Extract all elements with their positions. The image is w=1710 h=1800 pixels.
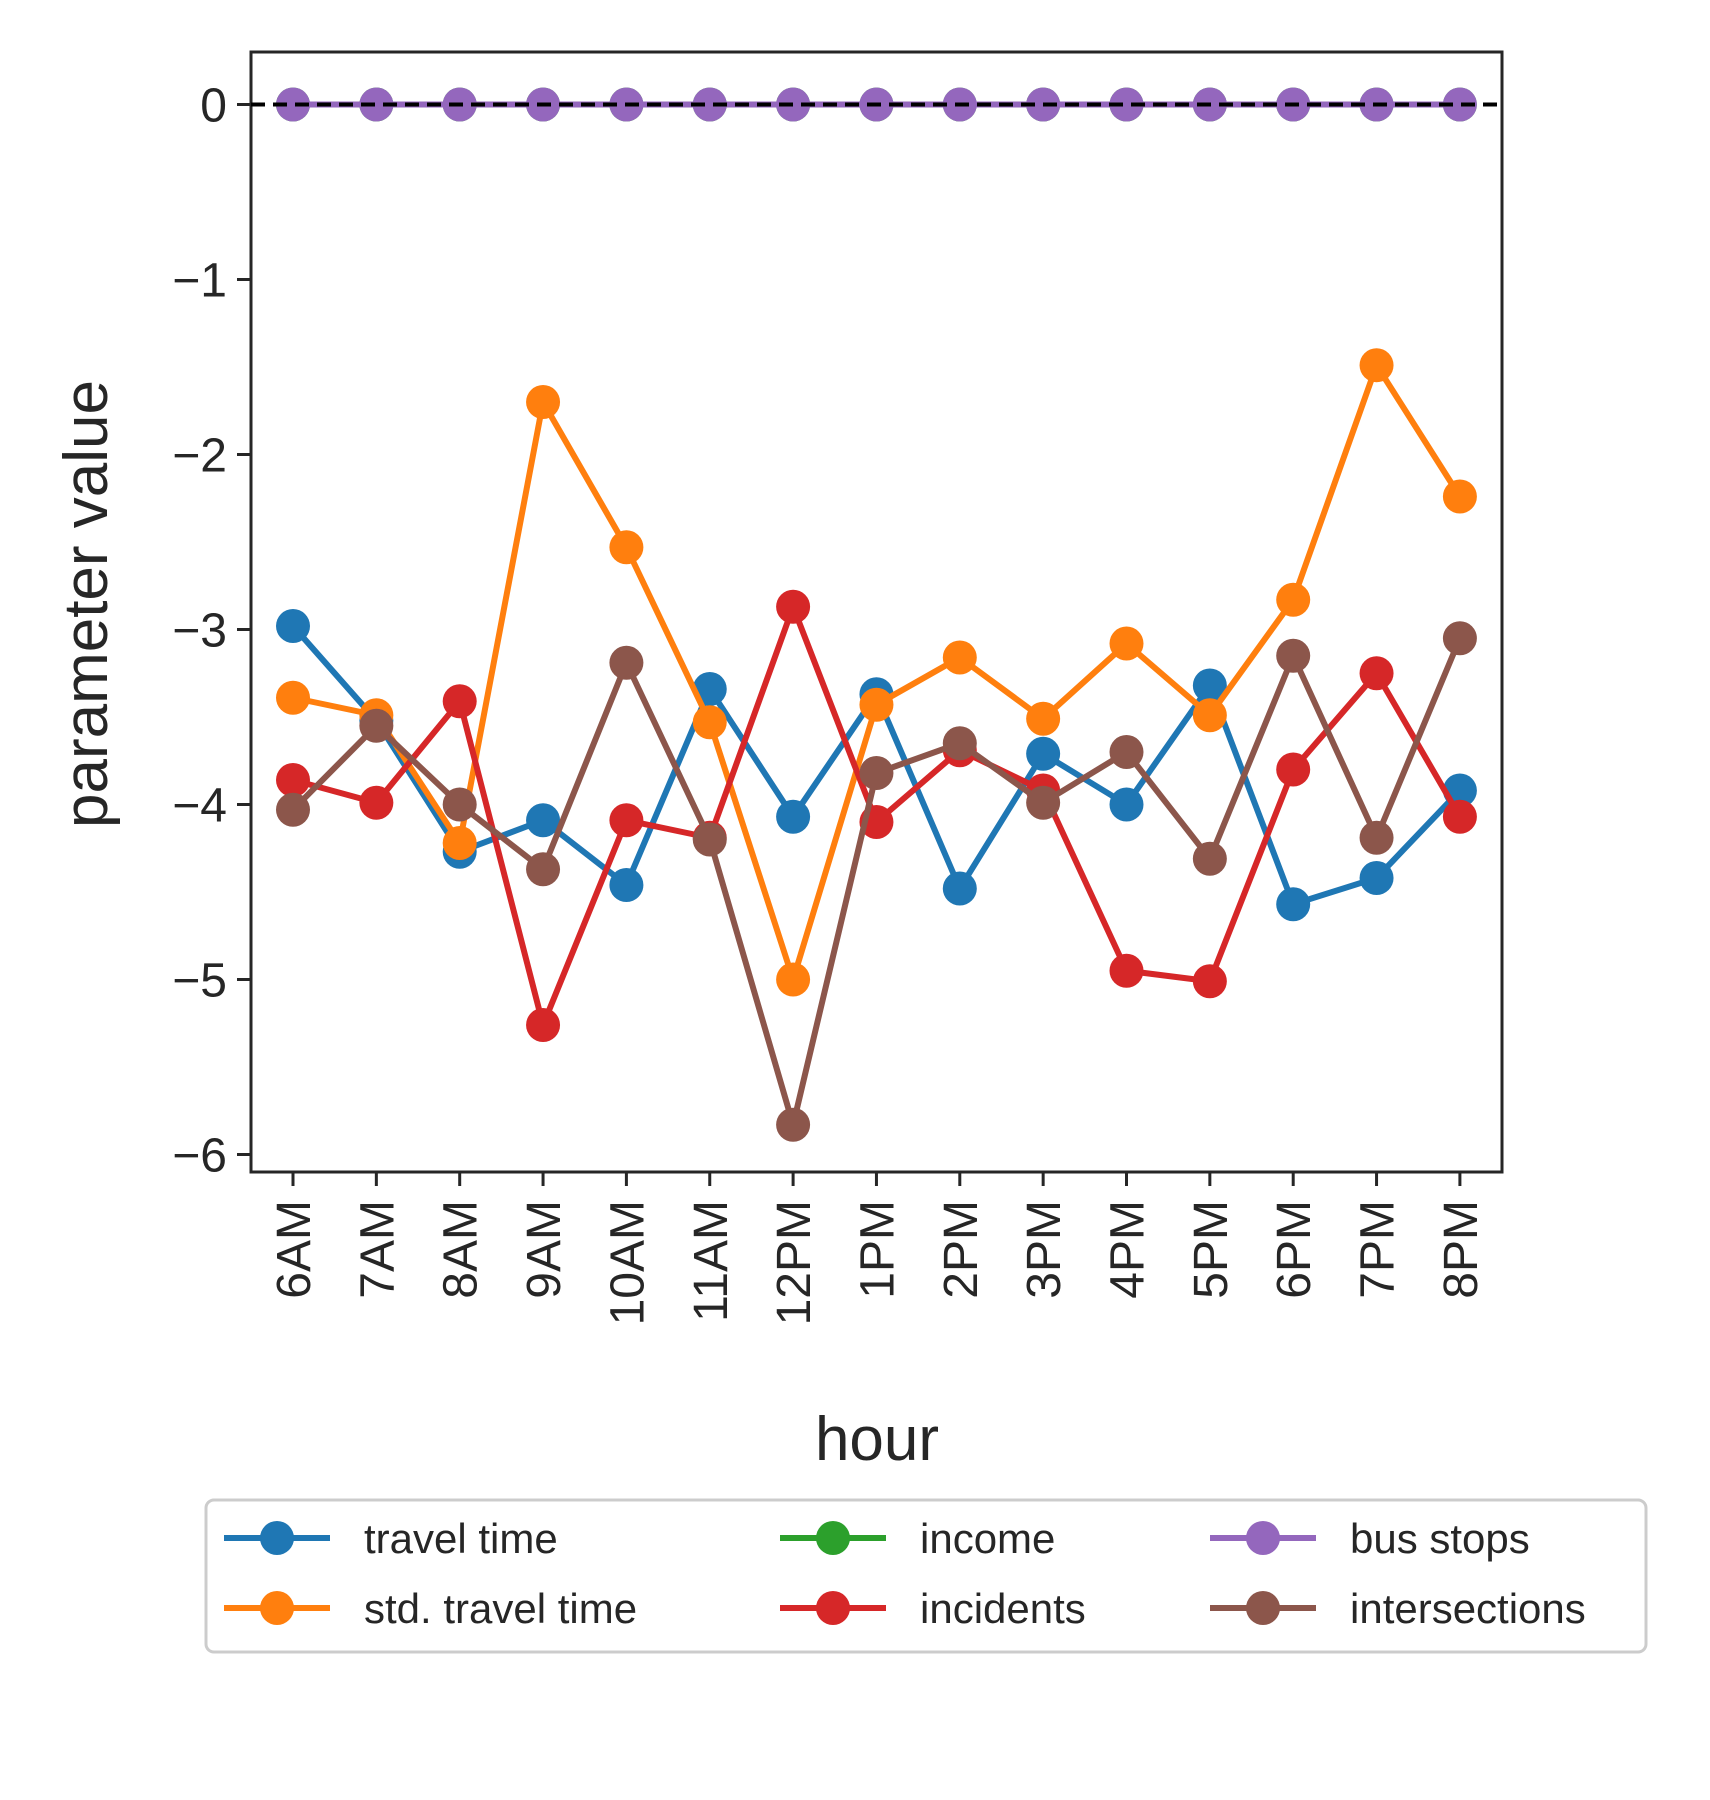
legend-marker: [1246, 1521, 1280, 1555]
data-point: [1276, 582, 1311, 617]
legend-marker: [1246, 1591, 1280, 1625]
y-tick-label: −2: [172, 430, 227, 483]
data-point: [442, 826, 477, 860]
data-point: [359, 785, 394, 820]
data-point: [776, 799, 811, 834]
data-point: [442, 787, 477, 822]
data-point: [859, 756, 894, 790]
data-point: [776, 87, 811, 122]
legend-marker: [260, 1591, 294, 1625]
data-point: [1026, 736, 1061, 771]
data-point: [1192, 668, 1227, 703]
data-point: [1026, 785, 1061, 820]
data-point: [276, 87, 310, 122]
data-point: [942, 726, 977, 761]
plot-area: [249, 50, 1504, 1174]
data-point: [776, 589, 811, 624]
data-point: [776, 1107, 811, 1142]
y-axis-title: parameter value: [52, 380, 121, 828]
data-point: [692, 87, 727, 122]
x-tick-label: 11AM: [685, 1200, 738, 1322]
data-point: [276, 680, 310, 715]
data-point: [359, 708, 394, 743]
data-point: [1276, 638, 1311, 673]
legend-label: income: [920, 1515, 1055, 1562]
y-tick-label: 0: [200, 80, 227, 133]
data-point: [1442, 87, 1477, 122]
data-point: [609, 530, 644, 565]
data-point: [1192, 698, 1227, 733]
x-tick-label: 10AM: [601, 1200, 654, 1325]
data-point: [1276, 887, 1311, 922]
data-point: [526, 1008, 561, 1042]
data-point: [1442, 621, 1477, 656]
legend-marker: [816, 1591, 850, 1625]
data-point: [609, 868, 644, 902]
legend-label: travel time: [364, 1515, 558, 1562]
x-axis-ticks: 6AM 7AM 8AM 9AM 10AM 11AM 12PM 1PM 2PM 3PM 4PM 5PM 6…: [268, 1172, 1488, 1325]
data-point: [1192, 841, 1227, 876]
data-point: [442, 684, 477, 719]
series-intersections: [276, 621, 1477, 1142]
data-point: [1026, 701, 1061, 736]
data-point: [609, 803, 644, 838]
x-axis-title: hour: [815, 1405, 939, 1474]
data-point: [776, 962, 811, 997]
x-tick-label: 9AM: [518, 1200, 571, 1299]
legend-label: std. travel time: [364, 1585, 637, 1632]
data-point: [359, 87, 394, 122]
data-point: [609, 645, 644, 680]
legend-label: intersections: [1350, 1585, 1586, 1632]
x-tick-label: 12PM: [768, 1200, 821, 1325]
data-point: [276, 763, 310, 797]
data-point: [526, 385, 561, 419]
data-point: [692, 705, 727, 740]
x-tick-label: 6PM: [1268, 1200, 1321, 1299]
x-tick-label: 2PM: [935, 1200, 988, 1299]
legend-label: bus stops: [1350, 1515, 1530, 1562]
x-tick-label: 5PM: [1185, 1200, 1238, 1299]
data-point: [1359, 861, 1394, 895]
x-tick-label: 4PM: [1102, 1200, 1155, 1299]
x-tick-label: 6AM: [268, 1200, 321, 1299]
data-point: [1192, 964, 1227, 999]
legend-label: incidents: [920, 1585, 1086, 1632]
y-tick-label: −6: [172, 1130, 227, 1183]
x-tick-label: 7AM: [351, 1200, 404, 1299]
data-point: [1109, 626, 1144, 661]
data-point: [1109, 735, 1144, 769]
y-tick-label: −3: [172, 605, 227, 658]
data-point: [276, 792, 310, 827]
plot-frame: [249, 50, 1504, 1174]
legend-marker: [260, 1521, 294, 1555]
data-point: [1276, 752, 1311, 787]
data-point: [526, 803, 561, 838]
data-point: [1359, 820, 1394, 855]
data-point: [1442, 799, 1477, 834]
data-point: [692, 822, 727, 857]
legend: travel time std. travel time income inciden…: [204, 1498, 1648, 1654]
data-point: [1109, 87, 1144, 122]
x-tick-label: 3PM: [1018, 1200, 1071, 1299]
legend-marker: [816, 1521, 850, 1555]
data-point: [526, 852, 561, 887]
data-point: [1359, 348, 1394, 383]
x-tick-label: 7PM: [1352, 1200, 1405, 1299]
y-tick-label: −5: [172, 955, 227, 1008]
data-point: [1109, 953, 1144, 988]
data-point: [1359, 656, 1394, 691]
data-point: [1442, 479, 1477, 514]
x-tick-label: 8AM: [435, 1200, 488, 1299]
data-point: [942, 640, 977, 675]
y-tick-label: −4: [172, 780, 227, 833]
data-point: [859, 687, 894, 722]
x-tick-label: 8PM: [1435, 1200, 1488, 1299]
y-axis-ticks: 0 −1 −2 −3 −4 −5 −6: [172, 80, 251, 1183]
x-tick-label: 1PM: [851, 1200, 904, 1299]
data-point: [942, 871, 977, 906]
y-tick-label: −1: [172, 255, 227, 308]
data-point: [1109, 787, 1144, 822]
data-point: [276, 609, 310, 643]
